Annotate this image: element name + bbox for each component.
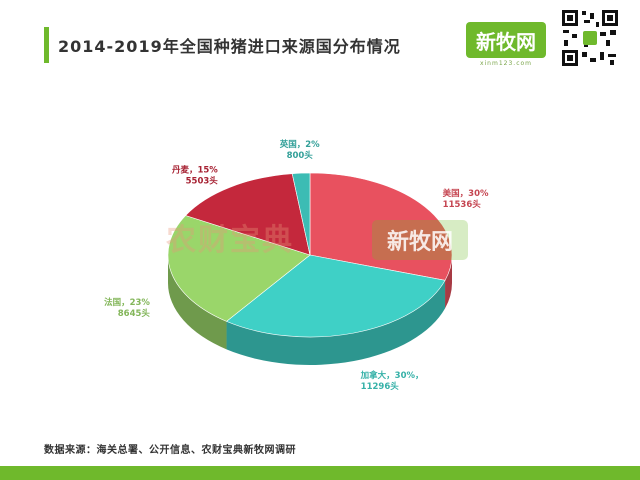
title-accent-bar	[44, 27, 49, 63]
slice-label-2: 法国，23%	[104, 297, 150, 308]
slice-value-label-4: 800头	[287, 150, 314, 161]
slice-value-label-0: 11536头	[443, 199, 482, 210]
slice-label-3: 丹麦，15%	[172, 164, 218, 175]
footer-accent-bar	[0, 466, 640, 480]
pie-slice-4[interactable]	[291, 172, 311, 256]
pie-side-2-0	[168, 255, 227, 350]
data-source-note: 数据来源：海关总署、公开信息、农财宝典新牧网调研	[44, 445, 296, 456]
pie-tops	[167, 172, 453, 338]
pie-slice-2[interactable]	[167, 215, 311, 322]
brand-logo[interactable]: 新牧网	[466, 22, 546, 58]
brand-logo-url: xinm123.com	[479, 60, 533, 67]
slice-value-label-1: 11296头	[361, 381, 400, 392]
pie-slice-0[interactable]	[309, 172, 453, 281]
slice-label-1: 加拿大，30%，	[360, 370, 424, 381]
pie-side-1-0	[226, 280, 446, 365]
watermark-xinmu: 新牧网	[372, 220, 468, 260]
pie-slice-3[interactable]	[185, 173, 311, 256]
pie-slice-1[interactable]	[225, 254, 446, 338]
watermark-nongcai: 农财宝典	[166, 223, 294, 258]
slice-label-4: 英国，2%	[279, 139, 320, 150]
qr-code-icon	[560, 8, 620, 68]
slice-value-label-2: 8645头	[118, 308, 151, 319]
slice-label-0: 美国，30%	[443, 188, 489, 199]
slice-value-label-3: 5503头	[186, 175, 219, 186]
page-title: 2014-2019年全国种猪进口来源国分布情况	[58, 37, 401, 56]
